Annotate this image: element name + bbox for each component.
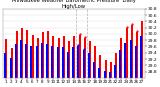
Bar	[94, 46, 96, 78]
Bar	[46, 44, 48, 78]
Bar	[120, 38, 122, 78]
Bar	[32, 35, 34, 78]
Bar	[88, 53, 90, 78]
Bar	[110, 62, 112, 78]
Bar	[4, 53, 6, 78]
Bar	[31, 46, 32, 78]
Bar	[105, 60, 107, 78]
Bar	[104, 71, 106, 78]
Bar	[68, 41, 70, 78]
Bar	[73, 36, 75, 78]
Bar	[21, 28, 23, 78]
Bar	[114, 65, 116, 78]
Bar	[63, 36, 65, 78]
Bar	[124, 43, 126, 78]
Bar	[131, 25, 133, 78]
Bar	[79, 35, 80, 78]
Bar	[15, 44, 17, 78]
Bar	[89, 41, 91, 78]
Bar	[84, 38, 86, 78]
Bar	[126, 28, 128, 78]
Bar	[51, 46, 53, 78]
Bar	[20, 40, 22, 78]
Bar	[25, 44, 27, 78]
Bar	[52, 36, 54, 78]
Bar	[41, 43, 43, 78]
Bar	[141, 21, 143, 78]
Bar	[115, 53, 117, 78]
Bar	[136, 32, 138, 78]
Bar	[36, 46, 38, 78]
Bar	[77, 46, 80, 78]
Bar	[109, 72, 111, 78]
Bar	[140, 36, 142, 78]
Bar	[5, 39, 8, 78]
Bar	[37, 38, 39, 78]
Bar	[83, 50, 85, 78]
Bar	[119, 50, 121, 78]
Bar	[58, 38, 60, 78]
Bar	[62, 47, 64, 78]
Bar	[100, 55, 101, 78]
Title: Milwaukee Weather Barometric Pressure  Daily High/Low: Milwaukee Weather Barometric Pressure Da…	[12, 0, 136, 9]
Bar	[26, 30, 28, 78]
Bar	[57, 47, 59, 78]
Bar	[11, 48, 13, 78]
Bar	[98, 68, 100, 78]
Bar	[135, 46, 137, 78]
Bar	[16, 31, 18, 78]
Bar	[67, 52, 69, 78]
Bar	[47, 31, 49, 78]
Bar	[93, 62, 95, 78]
Bar	[130, 40, 132, 78]
Bar	[42, 32, 44, 78]
Bar	[72, 47, 74, 78]
Bar	[10, 58, 12, 78]
